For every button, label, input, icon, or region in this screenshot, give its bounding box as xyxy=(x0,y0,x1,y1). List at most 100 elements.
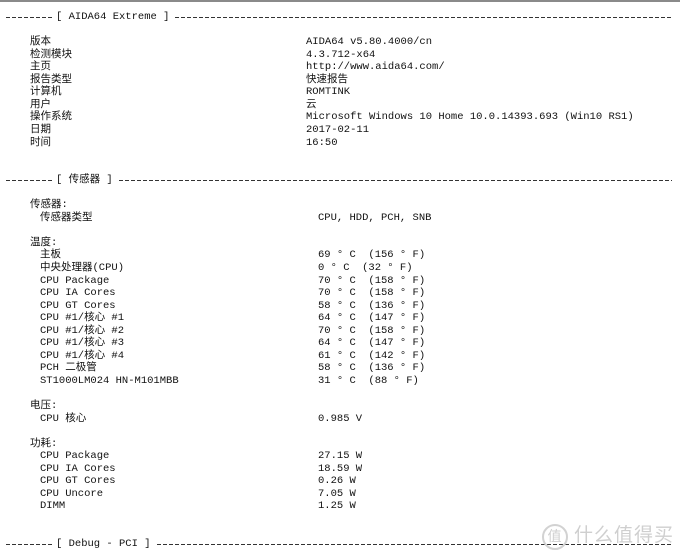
sensor-row: 主板 69 ° C (156 ° F) xyxy=(0,249,680,262)
sensor-row: PCH 二极管 58 ° C (136 ° F) xyxy=(0,362,680,375)
sensor-row: CPU Package 27.15 W xyxy=(0,450,680,463)
group-label: 温度: xyxy=(30,236,58,249)
sensor-value: 70 ° C (158 ° F) xyxy=(318,274,426,287)
watermark-text: 什么值得买 xyxy=(573,524,674,546)
field-value: http://www.aida64.com/ xyxy=(306,61,445,74)
divider-line xyxy=(156,544,672,546)
sensor-row: DIMM 1.25 W xyxy=(0,500,680,513)
report-row: 操作系统 Microsoft Windows 10 Home 10.0.14393… xyxy=(0,111,680,124)
sensor-value: 18.59 W xyxy=(318,462,363,475)
sensor-label: CPU Package xyxy=(40,450,110,463)
sensor-row: 中央处理器(CPU) 0 ° C (32 ° F) xyxy=(0,262,680,275)
sensor-row: CPU 核心 0.985 V xyxy=(0,413,680,426)
field-label: 操作系统 xyxy=(30,111,72,124)
sensor-value: 69 ° C (156 ° F) xyxy=(318,249,426,262)
report-row: 日期 2017-02-11 xyxy=(0,124,680,137)
sensor-value: 64 ° C (147 ° F) xyxy=(318,337,426,350)
sensor-value: 7.05 W xyxy=(318,487,356,500)
sensor-value: 64 ° C (147 ° F) xyxy=(318,312,426,325)
report-row: 用户 云 xyxy=(0,99,680,112)
sensor-label: 传感器类型 xyxy=(40,211,93,224)
sensor-row: CPU Uncore 7.05 W xyxy=(0,488,680,501)
sensor-label: CPU #1/核心 #3 xyxy=(40,337,125,350)
section-title: [ AIDA64 Extreme ] xyxy=(56,11,170,23)
sensor-value: 61 ° C (142 ° F) xyxy=(318,349,426,362)
sensor-value: 31 ° C (88 ° F) xyxy=(318,374,419,387)
sensor-label: PCH 二极管 xyxy=(40,362,97,375)
sensor-value: CPU, HDD, PCH, SNB xyxy=(318,211,432,224)
sensor-row: CPU #1/核心 #1 64 ° C (147 ° F) xyxy=(0,312,680,325)
field-label: 版本 xyxy=(30,36,51,49)
sensor-label: 中央处理器(CPU) xyxy=(40,262,125,274)
watermark-logo: 值什么值得买 xyxy=(541,520,674,550)
sensor-row: CPU IA Cores 70 ° C (158 ° F) xyxy=(0,287,680,300)
sensor-label: CPU #1/核心 #1 xyxy=(40,312,125,325)
field-value: 云 xyxy=(306,98,317,111)
field-value: Microsoft Windows 10 Home 10.0.14393.693… xyxy=(306,111,634,124)
field-value: 4.3.712-x64 xyxy=(306,48,376,61)
divider-line xyxy=(6,17,54,18)
sensor-value: 0.26 W xyxy=(318,475,356,488)
group-label: 功耗: xyxy=(30,437,58,450)
sensor-value: 58 ° C (136 ° F) xyxy=(318,299,426,312)
report-row: 时间 16:50 xyxy=(0,137,680,150)
field-value: ROMTINK xyxy=(306,86,351,99)
field-value: 16:50 xyxy=(306,136,338,149)
sensor-row: CPU GT Cores 0.26 W xyxy=(0,475,680,488)
sensor-row: CPU #1/核心 #4 61 ° C (142 ° F) xyxy=(0,350,680,363)
field-label: 报告类型 xyxy=(30,73,72,86)
sensor-label: 主板 xyxy=(40,249,61,262)
sensor-value: 0.985 V xyxy=(318,412,363,425)
divider-line xyxy=(6,180,54,182)
sensor-row: 传感器类型 CPU, HDD, PCH, SNB xyxy=(0,212,680,225)
sensor-row: CPU #1/核心 #2 70 ° C (158 ° F) xyxy=(0,325,680,338)
sensor-row: CPU GT Cores 58 ° C (136 ° F) xyxy=(0,300,680,313)
sensor-value: 58 ° C (136 ° F) xyxy=(318,362,426,375)
sensor-label: CPU IA Cores xyxy=(40,462,116,475)
sensor-value: 27.15 W xyxy=(318,450,363,463)
sensor-row: CPU IA Cores 18.59 W xyxy=(0,463,680,476)
watermark-mark: 值 xyxy=(541,524,568,550)
sensor-label: DIMM xyxy=(40,500,66,513)
divider-line xyxy=(118,180,672,182)
report-row: 计算机 ROMTINK xyxy=(0,86,680,99)
group-label: 传感器: xyxy=(30,199,68,212)
sensor-label: CPU Package xyxy=(40,274,110,287)
sensor-value: 1.25 W xyxy=(318,500,356,513)
sensor-row: ST1000LM024 HN-M101MBB 31 ° C (88 ° F) xyxy=(0,375,680,388)
sensor-label: CPU GT Cores xyxy=(40,475,116,488)
sensor-value: 70 ° C (158 ° F) xyxy=(318,287,426,300)
sensor-value: 0 ° C (32 ° F) xyxy=(318,262,413,274)
report-row: 版本 AIDA64 v5.80.4000/cn xyxy=(0,36,680,49)
report-row: 检测模块 4.3.712-x64 xyxy=(0,49,680,62)
field-value: 快速报告 xyxy=(306,73,348,86)
field-label: 主页 xyxy=(30,61,51,74)
group-label: 电压: xyxy=(30,400,58,413)
section-title: [ 传感器 ] xyxy=(56,174,113,187)
sensor-label: CPU 核心 xyxy=(40,412,87,425)
section-header: [ AIDA64 Extreme ] xyxy=(6,11,672,24)
field-value: AIDA64 v5.80.4000/cn xyxy=(306,36,433,49)
field-value: 2017-02-11 xyxy=(306,123,370,136)
sensor-label: CPU Uncore xyxy=(40,487,104,500)
section-header: [ 传感器 ] xyxy=(6,174,672,187)
field-label: 检测模块 xyxy=(30,48,72,61)
field-label: 日期 xyxy=(30,123,51,136)
section-header: [ Debug - PCI ] xyxy=(6,538,672,551)
divider-line xyxy=(6,544,54,546)
field-label: 时间 xyxy=(30,136,51,149)
field-label: 计算机 xyxy=(30,86,62,99)
divider-line xyxy=(175,17,672,18)
field-label: 用户 xyxy=(30,98,51,111)
sensor-label: ST1000LM024 HN-M101MBB xyxy=(40,374,179,387)
sensor-label: CPU GT Cores xyxy=(40,299,116,312)
section-title: [ Debug - PCI ] xyxy=(56,538,151,551)
report-row: 报告类型 快速报告 xyxy=(0,74,680,87)
sensor-row: CPU Package 70 ° C (158 ° F) xyxy=(0,275,680,288)
sensor-label: CPU IA Cores xyxy=(40,287,116,300)
report-row: 主页 http://www.aida64.com/ xyxy=(0,61,680,74)
window-top-border xyxy=(0,0,680,2)
sensor-label: CPU #1/核心 #4 xyxy=(40,349,125,362)
sensor-label: CPU #1/核心 #2 xyxy=(40,324,125,337)
sensor-row: CPU #1/核心 #3 64 ° C (147 ° F) xyxy=(0,337,680,350)
